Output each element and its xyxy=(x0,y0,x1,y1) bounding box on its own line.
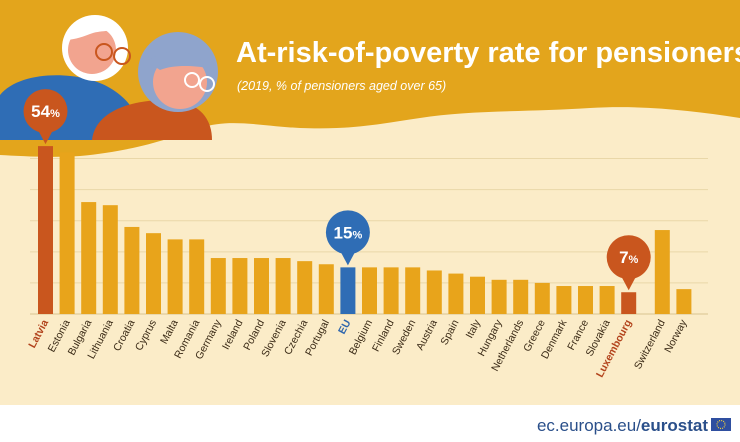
pensioner-woman-illustration xyxy=(92,32,218,140)
callout-latvia: 54% xyxy=(23,89,68,145)
callout-luxembourg: 7% xyxy=(606,235,651,291)
bar-finland xyxy=(383,267,399,314)
eu-flag-icon xyxy=(711,418,731,431)
bar-portugal xyxy=(318,264,334,314)
callout-bubble xyxy=(606,235,651,280)
bar-norway xyxy=(676,289,692,314)
bar-denmark xyxy=(556,286,572,314)
callout-pointer xyxy=(620,275,637,291)
bar-romania xyxy=(189,239,205,314)
callout-value: 15% xyxy=(334,223,363,242)
bar-cyprus xyxy=(146,233,161,314)
bar-lithuania xyxy=(102,205,118,314)
chart-title: At-risk-of-poverty rate for pensioners xyxy=(236,37,740,69)
footer-source-prefix: ec.europa.eu/ xyxy=(537,416,641,435)
bar-croatia xyxy=(124,226,140,314)
bar-malta xyxy=(167,239,183,314)
bar-ireland xyxy=(232,258,248,314)
bar-italy xyxy=(470,276,485,314)
bar-eu xyxy=(340,267,356,314)
callout-value: 7% xyxy=(619,248,638,267)
footer-source: ec.europa.eu/eurostat xyxy=(537,416,708,435)
footer-band xyxy=(0,405,740,442)
bar-hungary xyxy=(491,279,507,314)
chart-subtitle: (2019, % of pensioners aged over 65) xyxy=(237,79,446,93)
callout-pointer xyxy=(37,129,54,145)
callout-bubble xyxy=(23,89,68,134)
bar-luxembourg xyxy=(621,292,637,314)
bar-latvia xyxy=(38,146,53,314)
bar-belgium xyxy=(362,267,377,314)
bar-germany xyxy=(210,258,226,314)
bar-sweden xyxy=(405,267,421,314)
bar-estonia xyxy=(59,152,75,314)
bar-czechia xyxy=(297,261,313,314)
callouts: 54% 15% 7% xyxy=(23,89,651,291)
callout-pointer xyxy=(339,250,356,266)
bar-netherlands xyxy=(513,279,529,314)
bars xyxy=(38,146,692,314)
callout-bubble xyxy=(325,210,370,255)
bar-poland xyxy=(254,258,269,314)
bar-austria xyxy=(426,270,442,314)
bar-slovakia xyxy=(599,286,615,314)
callout-value: 54% xyxy=(31,102,60,121)
bar-spain xyxy=(448,273,464,314)
bar-switzerland xyxy=(654,230,670,314)
bar-bulgaria xyxy=(81,202,97,314)
callout-eu: 15% xyxy=(325,210,370,266)
bar-greece xyxy=(534,282,550,314)
footer-source-brand: eurostat xyxy=(641,416,708,435)
bar-slovenia xyxy=(275,258,291,314)
bar-france xyxy=(578,286,593,314)
